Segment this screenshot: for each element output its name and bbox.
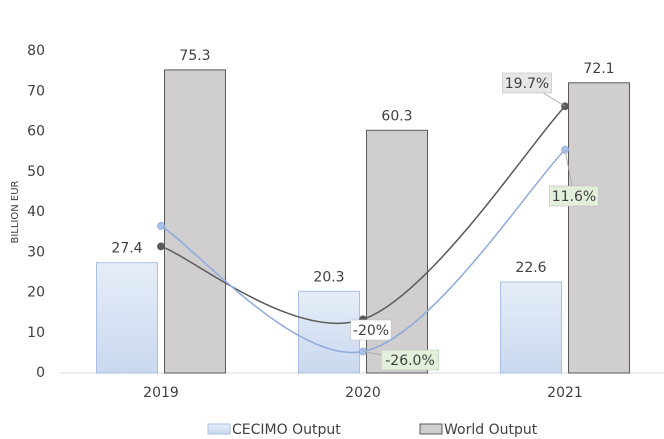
legend-swatch	[207, 423, 231, 435]
bar-value-label: 27.4	[111, 241, 142, 257]
bar	[568, 82, 630, 374]
x-tick-label: 2021	[547, 385, 583, 401]
bar-value-label: 20.3	[313, 269, 344, 285]
x-tick-label: 2019	[143, 385, 179, 401]
y-tick-label: 50	[27, 164, 45, 180]
y-axis-label: BILLION EUR	[10, 180, 21, 243]
bar-value-label: 22.6	[515, 260, 546, 276]
y-tick-label: 30	[27, 244, 45, 260]
y-tick-label: 80	[27, 43, 45, 59]
growth-point	[157, 222, 165, 230]
y-tick-label: 70	[27, 83, 45, 99]
legend-label: World Output	[444, 422, 538, 438]
growth-label: 19.7%	[505, 76, 549, 92]
label-box	[502, 72, 552, 94]
bar	[96, 262, 158, 374]
growth-label: 11.6%	[552, 189, 596, 205]
y-tick-label: 0	[36, 365, 45, 381]
bar-value-label: 75.3	[179, 48, 210, 64]
bar	[164, 69, 226, 374]
bar-value-label: 72.1	[583, 61, 614, 77]
label-box	[549, 185, 599, 207]
growth-label: -20%	[353, 323, 389, 339]
growth-label: -26.0%	[385, 353, 435, 369]
y-tick-label: 10	[27, 325, 45, 341]
label-box	[380, 349, 440, 371]
x-tick-label: 2020	[345, 385, 381, 401]
label-box	[350, 319, 392, 341]
legend-label: CECIMO Output	[232, 422, 341, 438]
y-tick-label: 20	[27, 285, 45, 301]
bar-value-label: 60.3	[381, 108, 412, 124]
bar	[298, 290, 360, 374]
legend-swatch	[419, 423, 443, 435]
growth-point	[157, 242, 165, 251]
y-tick-label: 40	[27, 204, 45, 220]
bar	[500, 281, 562, 374]
y-tick-label: 60	[27, 124, 45, 140]
